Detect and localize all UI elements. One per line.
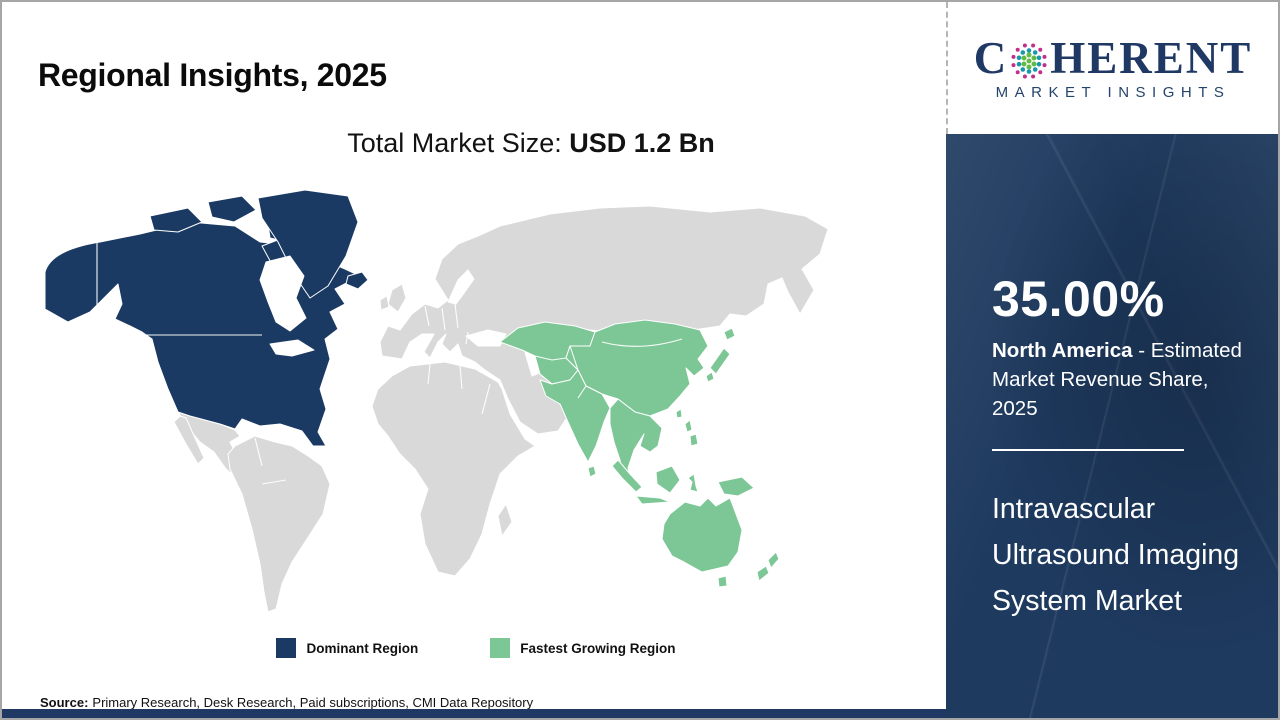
map-region-asia-pacific	[499, 319, 780, 588]
market-share-value: 35.00%	[992, 271, 1165, 327]
total-market-size: Total Market Size: USD 1.2 Bn	[2, 128, 950, 159]
legend-label-dominant: Dominant Region	[306, 640, 419, 656]
sidebar: C	[946, 2, 1278, 718]
dominant-region-swatch	[276, 638, 297, 658]
sidebar-body: 35.00% North America - Estimated Market …	[946, 134, 1278, 718]
sidebar-divider	[992, 449, 1184, 452]
brand-wordmark: C	[973, 32, 1253, 83]
market-share-description: North America - Estimated Market Revenue…	[992, 336, 1256, 423]
legend-item-dominant: Dominant Region	[276, 638, 418, 658]
brand-tagline: MARKET INSIGHTS	[995, 83, 1231, 101]
total-market-size-label: Total Market Size:	[347, 128, 570, 158]
logo-globe-icon	[1011, 43, 1047, 79]
map-ocean-cutouts	[259, 255, 543, 377]
source-note: Source: Primary Research, Desk Research, …	[40, 695, 533, 710]
market-name: Intravascular Ultrasound Imaging System …	[992, 493, 1240, 617]
market-share-region: North America	[992, 339, 1133, 362]
source-text: Primary Research, Desk Research, Paid su…	[92, 695, 534, 710]
footer-strip	[2, 709, 952, 718]
legend-label-fastest-growing: Fastest Growing Region	[520, 640, 676, 656]
brand-letters-rest: HERENT	[1050, 32, 1253, 83]
brand-logo: C	[946, 2, 1278, 134]
market-share-desc-text: - Estimated Market Revenue Share, 2025	[992, 339, 1242, 421]
map-country-borders	[96, 242, 683, 485]
total-market-size-value: USD 1.2 Bn	[569, 128, 715, 158]
legend-item-fastest-growing: Fastest Growing Region	[490, 638, 676, 658]
page-title: Regional Insights, 2025	[38, 57, 387, 94]
source-label: Source:	[40, 695, 89, 710]
brand-letter-c: C	[973, 32, 1009, 83]
map-region-north-america	[44, 189, 369, 447]
legend: Dominant Region Fastest Growing Region	[2, 638, 950, 658]
map-region-rest-of-world	[173, 205, 829, 613]
world-map	[44, 189, 829, 613]
fastest-growing-region-swatch	[490, 638, 511, 658]
